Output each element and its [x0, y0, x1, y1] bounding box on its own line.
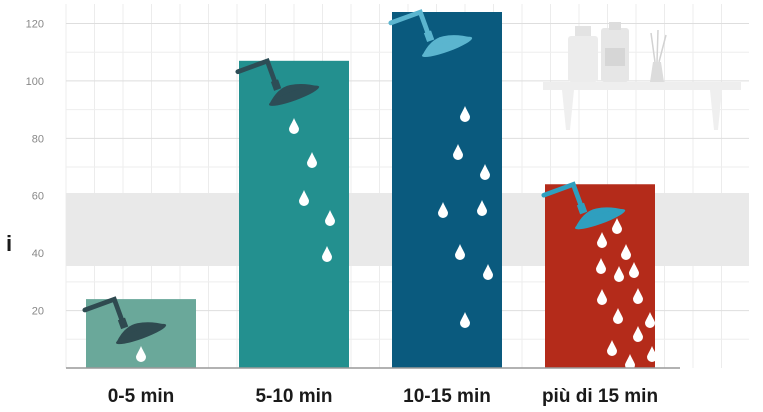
water-drop-icon [597, 232, 607, 248]
bar-2 [239, 60, 349, 368]
x-tick-label: 0-5 min [108, 386, 175, 407]
water-drop-icon [453, 144, 463, 160]
y-tick-label: 120 [26, 18, 44, 30]
water-drop-icon [438, 202, 448, 218]
bar-3 [392, 12, 502, 368]
water-drop-icon [477, 200, 487, 216]
y-tick-label: 60 [32, 191, 44, 203]
water-drop-icon [460, 312, 470, 328]
y-tick-label: 40 [32, 248, 44, 260]
water-drop-icon [299, 190, 309, 206]
x-tick-label: 5-10 min [255, 386, 332, 407]
water-drop-icon [597, 289, 607, 305]
x-tick-label: più di 15 min [542, 386, 658, 407]
water-drop-icon [614, 266, 624, 282]
y-axis-tick-labels: 20 40 60 80 100 120 [26, 18, 44, 317]
water-drop-icon [596, 258, 606, 274]
water-drop-icon [633, 326, 643, 342]
water-drop-icon [629, 262, 639, 278]
shower-head-icon [541, 181, 626, 230]
x-tick-label: 10-15 min [403, 386, 491, 407]
water-drop-icon [645, 312, 655, 328]
water-drop-icon [633, 288, 643, 304]
shower-head-icon [388, 9, 473, 58]
water-drop-icon [460, 106, 470, 122]
bar-decorations [82, 9, 657, 370]
water-drop-icon [480, 164, 490, 180]
shower-head-icon [82, 296, 167, 345]
x-axis-tick-labels: 0-5 min 5-10 min 10-15 min più di 15 min [108, 386, 658, 407]
y-tick-label: 80 [32, 133, 44, 145]
shower-head-icon [235, 57, 320, 106]
water-drop-icon [325, 210, 335, 226]
water-drop-icon [621, 244, 631, 260]
water-drop-icon [625, 354, 635, 370]
y-tick-label: 100 [26, 76, 44, 88]
left-edge-text: i [6, 231, 12, 256]
water-drop-icon [607, 340, 617, 356]
water-drop-icon [307, 152, 317, 168]
y-tick-label: 20 [32, 306, 44, 318]
water-drop-icon [289, 118, 299, 134]
water-drop-icon [613, 308, 623, 324]
water-drop-icon [322, 246, 332, 262]
water-drop-icon [455, 244, 465, 260]
bathroom-shelf-icon [543, 22, 741, 130]
water-drop-icon [483, 264, 493, 280]
water-drop-icon [136, 346, 146, 362]
water-drop-icon [612, 218, 622, 234]
water-drop-icon [647, 346, 657, 362]
